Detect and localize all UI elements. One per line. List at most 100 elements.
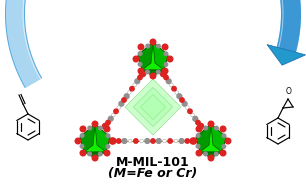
Circle shape xyxy=(122,139,127,143)
Circle shape xyxy=(140,71,146,77)
Circle shape xyxy=(170,83,173,87)
Polygon shape xyxy=(95,124,110,152)
Polygon shape xyxy=(140,94,166,120)
Circle shape xyxy=(193,116,198,121)
Circle shape xyxy=(75,138,81,144)
Circle shape xyxy=(156,139,161,143)
Circle shape xyxy=(164,63,168,66)
Circle shape xyxy=(114,109,118,113)
Circle shape xyxy=(182,101,187,106)
Text: (M=Fe or Cr): (M=Fe or Cr) xyxy=(108,167,198,180)
Circle shape xyxy=(108,116,113,121)
Circle shape xyxy=(174,139,178,143)
Circle shape xyxy=(220,150,226,156)
Circle shape xyxy=(128,91,131,94)
Circle shape xyxy=(135,79,140,84)
Circle shape xyxy=(222,134,226,138)
Circle shape xyxy=(124,94,129,99)
Circle shape xyxy=(196,144,200,148)
Circle shape xyxy=(88,152,91,156)
Circle shape xyxy=(196,126,202,132)
Circle shape xyxy=(215,126,218,130)
Circle shape xyxy=(138,68,144,74)
Circle shape xyxy=(204,126,207,130)
Circle shape xyxy=(133,83,136,87)
Circle shape xyxy=(162,44,168,50)
Circle shape xyxy=(99,126,102,130)
Circle shape xyxy=(119,101,124,106)
Polygon shape xyxy=(138,42,153,70)
Polygon shape xyxy=(196,124,211,152)
Polygon shape xyxy=(84,152,106,157)
Polygon shape xyxy=(196,124,226,152)
Circle shape xyxy=(191,138,197,144)
Circle shape xyxy=(150,73,156,79)
Circle shape xyxy=(191,113,194,117)
Circle shape xyxy=(175,91,178,94)
Circle shape xyxy=(134,139,138,143)
Circle shape xyxy=(88,126,91,130)
Circle shape xyxy=(104,126,110,132)
Polygon shape xyxy=(211,124,226,152)
Circle shape xyxy=(138,75,142,80)
Circle shape xyxy=(117,139,121,143)
Circle shape xyxy=(128,139,132,143)
Circle shape xyxy=(110,138,116,144)
Circle shape xyxy=(185,106,189,109)
Circle shape xyxy=(106,145,110,148)
Polygon shape xyxy=(6,0,41,88)
Circle shape xyxy=(92,155,98,161)
Circle shape xyxy=(80,126,86,132)
Circle shape xyxy=(215,152,218,156)
Circle shape xyxy=(104,150,110,156)
Circle shape xyxy=(196,134,200,137)
Circle shape xyxy=(220,126,226,132)
Circle shape xyxy=(196,120,200,125)
Circle shape xyxy=(109,138,115,144)
Circle shape xyxy=(198,123,203,129)
Circle shape xyxy=(222,145,226,148)
Circle shape xyxy=(138,62,142,66)
Circle shape xyxy=(180,98,184,102)
Circle shape xyxy=(204,152,207,156)
Circle shape xyxy=(138,52,142,55)
Circle shape xyxy=(179,139,184,143)
Circle shape xyxy=(172,87,176,91)
Circle shape xyxy=(80,150,86,156)
Circle shape xyxy=(156,70,160,74)
Circle shape xyxy=(80,144,84,148)
Circle shape xyxy=(196,150,202,156)
Polygon shape xyxy=(153,42,168,70)
Circle shape xyxy=(122,98,126,102)
Circle shape xyxy=(106,120,110,125)
Circle shape xyxy=(133,56,139,62)
Circle shape xyxy=(164,75,168,80)
Circle shape xyxy=(140,139,144,143)
Circle shape xyxy=(188,109,192,113)
Circle shape xyxy=(112,113,115,117)
Circle shape xyxy=(166,79,171,84)
Polygon shape xyxy=(133,87,173,127)
Polygon shape xyxy=(200,152,222,157)
Text: O: O xyxy=(286,87,292,96)
Circle shape xyxy=(225,138,231,144)
Polygon shape xyxy=(197,0,301,52)
Polygon shape xyxy=(80,124,95,152)
Circle shape xyxy=(103,123,108,129)
Circle shape xyxy=(99,152,102,156)
Circle shape xyxy=(106,134,110,138)
Circle shape xyxy=(117,106,121,109)
Circle shape xyxy=(145,139,150,143)
Polygon shape xyxy=(142,70,164,75)
Circle shape xyxy=(138,44,144,50)
Circle shape xyxy=(92,121,98,127)
Circle shape xyxy=(130,87,134,91)
Circle shape xyxy=(177,94,182,99)
Circle shape xyxy=(164,52,168,56)
Polygon shape xyxy=(125,79,181,135)
Polygon shape xyxy=(5,0,301,88)
Circle shape xyxy=(146,44,150,48)
Circle shape xyxy=(208,155,214,161)
Circle shape xyxy=(208,121,214,127)
Circle shape xyxy=(150,39,156,45)
